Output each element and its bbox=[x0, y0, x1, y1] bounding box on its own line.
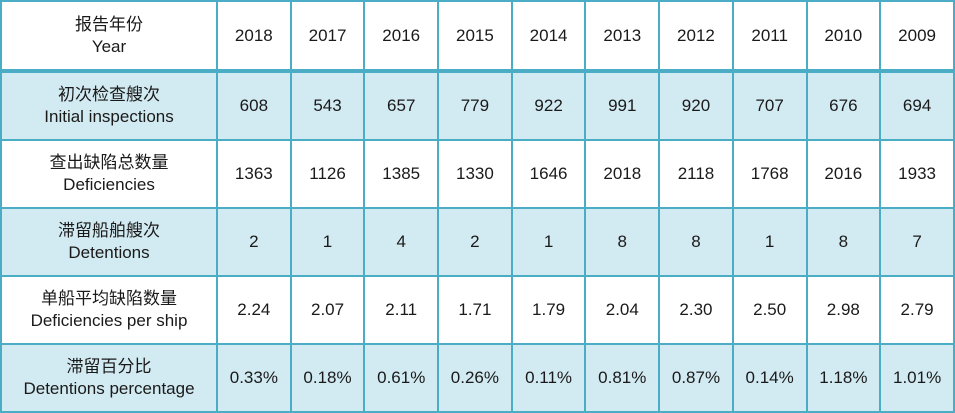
table-cell: 1.79 bbox=[510, 275, 587, 345]
table-row-detentions-percentage: 滞留百分比 Detentions percentage 0.33% 0.18% … bbox=[0, 343, 955, 413]
header-label-en: Year bbox=[91, 36, 127, 56]
header-label-cell: 报告年份 Year bbox=[0, 0, 218, 72]
row-label-cn: 滞留百分比 bbox=[66, 357, 152, 376]
row-label-en: Initial inspections bbox=[44, 107, 174, 126]
row-label-cell: 滞留百分比 Detentions percentage bbox=[0, 343, 218, 413]
table-cell: 920 bbox=[658, 70, 734, 141]
table-cell: 991 bbox=[584, 70, 661, 141]
table-row-deficiencies: 查出缺陷总数量 Deficiencies 1363 1126 1385 1330… bbox=[0, 139, 955, 209]
table-row-detentions: 滞留船舶艘次 Detentions 2 1 4 2 1 8 8 1 8 7 bbox=[0, 207, 955, 277]
row-label-en: Detentions percentage bbox=[23, 379, 195, 398]
table-cell: 1126 bbox=[289, 139, 366, 209]
table-cell: 2.24 bbox=[216, 275, 292, 345]
table-cell: 694 bbox=[879, 70, 955, 141]
year-header-cell: 2015 bbox=[437, 0, 513, 72]
table-cell: 4 bbox=[363, 207, 440, 277]
year-header-cell: 2016 bbox=[363, 0, 440, 72]
table-cell: 676 bbox=[805, 70, 882, 141]
row-label-cn: 初次检查艘次 bbox=[58, 85, 160, 104]
table-cell: 2.79 bbox=[879, 275, 955, 345]
year-header-cell: 2010 bbox=[805, 0, 882, 72]
table-cell: 0.81% bbox=[584, 343, 661, 413]
table-cell: 1330 bbox=[437, 139, 513, 209]
table-cell: 1 bbox=[510, 207, 587, 277]
table-cell: 0.14% bbox=[731, 343, 808, 413]
table-cell: 0.33% bbox=[216, 343, 292, 413]
table-cell: 779 bbox=[437, 70, 513, 141]
table-cell: 1768 bbox=[731, 139, 808, 209]
table-cell: 608 bbox=[216, 70, 292, 141]
table-cell: 8 bbox=[584, 207, 661, 277]
table-cell: 2 bbox=[437, 207, 513, 277]
row-label-en: Detentions bbox=[68, 243, 150, 262]
table-cell: 2018 bbox=[584, 139, 661, 209]
table-cell: 1 bbox=[731, 207, 808, 277]
table-cell: 2118 bbox=[658, 139, 734, 209]
table-cell: 1933 bbox=[879, 139, 955, 209]
row-label-cell: 查出缺陷总数量 Deficiencies bbox=[0, 139, 218, 209]
table-cell: 1.18% bbox=[805, 343, 882, 413]
year-header-cell: 2018 bbox=[216, 0, 292, 72]
table-cell: 1.01% bbox=[879, 343, 955, 413]
row-label-cn: 查出缺陷总数量 bbox=[49, 153, 169, 172]
row-label-en: Deficiencies bbox=[63, 175, 155, 194]
table-cell: 7 bbox=[879, 207, 955, 277]
table-cell: 8 bbox=[658, 207, 734, 277]
row-label-cn: 单船平均缺陷数量 bbox=[41, 289, 177, 308]
table-cell: 0.61% bbox=[363, 343, 440, 413]
row-label-cell: 初次检查艘次 Initial inspections bbox=[0, 70, 218, 141]
table-cell: 0.87% bbox=[658, 343, 734, 413]
year-header-cell: 2017 bbox=[289, 0, 366, 72]
table-cell: 2 bbox=[216, 207, 292, 277]
table-cell: 707 bbox=[731, 70, 808, 141]
table-cell: 2.11 bbox=[363, 275, 440, 345]
table-cell: 922 bbox=[510, 70, 587, 141]
table-cell: 1385 bbox=[363, 139, 440, 209]
table-cell: 2016 bbox=[805, 139, 882, 209]
header-label-cn: 报告年份 bbox=[75, 14, 143, 34]
table-cell: 1363 bbox=[216, 139, 292, 209]
year-header-cell: 2009 bbox=[879, 0, 955, 72]
table-cell: 543 bbox=[289, 70, 366, 141]
year-header-cell: 2011 bbox=[731, 0, 808, 72]
table-cell: 2.04 bbox=[584, 275, 661, 345]
year-header-cell: 2012 bbox=[658, 0, 734, 72]
table-cell: 1 bbox=[289, 207, 366, 277]
table-row-deficiencies-per-ship: 单船平均缺陷数量 Deficiencies per ship 2.24 2.07… bbox=[0, 275, 955, 345]
table-cell: 2.50 bbox=[731, 275, 808, 345]
table-cell: 8 bbox=[805, 207, 882, 277]
row-label-en: Deficiencies per ship bbox=[30, 311, 188, 330]
table-cell: 0.11% bbox=[510, 343, 587, 413]
table-cell: 0.18% bbox=[289, 343, 366, 413]
header-row: 报告年份 Year 2018 2017 2016 2015 2014 2013 … bbox=[0, 0, 955, 72]
year-header-cell: 2013 bbox=[584, 0, 661, 72]
table-cell: 2.07 bbox=[289, 275, 366, 345]
table-row-initial-inspections: 初次检查艘次 Initial inspections 608 543 657 7… bbox=[0, 70, 955, 141]
table-cell: 2.98 bbox=[805, 275, 882, 345]
table-cell: 657 bbox=[363, 70, 440, 141]
row-label-cell: 滞留船舶艘次 Detentions bbox=[0, 207, 218, 277]
row-label-cn: 滞留船舶艘次 bbox=[58, 221, 160, 240]
table-cell: 1646 bbox=[510, 139, 587, 209]
table-cell: 1.71 bbox=[437, 275, 513, 345]
table-cell: 0.26% bbox=[437, 343, 513, 413]
table-cell: 2.30 bbox=[658, 275, 734, 345]
row-label-cell: 单船平均缺陷数量 Deficiencies per ship bbox=[0, 275, 218, 345]
year-header-cell: 2014 bbox=[510, 0, 587, 72]
